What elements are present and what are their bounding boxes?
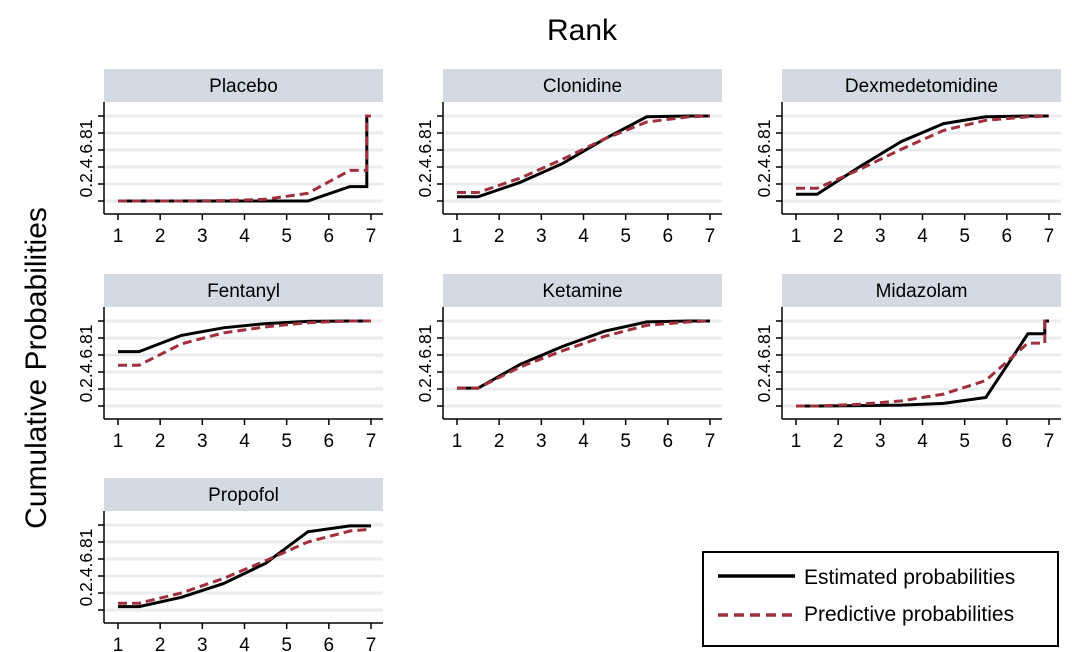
x-tick-label: 6 xyxy=(324,226,335,247)
panel-clonidine: Clonidine 0.2.4.6.81 1 2 3 4 5 6 7 xyxy=(415,69,722,247)
y-tick-labels: 0.2.4.6.81 xyxy=(754,325,774,403)
x-tick-label: 1 xyxy=(791,226,802,247)
panel-strip xyxy=(104,69,383,102)
legend: Estimated probabilities Predictive proba… xyxy=(702,551,1059,647)
panel-title: Placebo xyxy=(209,76,278,97)
x-tick-label: 1 xyxy=(113,635,124,652)
y-tick-labels: 0.2.4.6.81 xyxy=(754,120,774,198)
x-tick-label: 1 xyxy=(113,226,124,247)
panel-title: Fentanyl xyxy=(207,281,280,302)
series-predictive-line xyxy=(457,319,711,390)
series-estimated-line xyxy=(118,524,371,609)
x-tick-label: 7 xyxy=(1044,431,1055,452)
panel-title: Clonidine xyxy=(543,76,622,97)
series-estimated-line xyxy=(457,114,710,199)
x-tick-label: 1 xyxy=(113,431,124,452)
x-tick-label: 2 xyxy=(833,226,844,247)
x-tick-label: 7 xyxy=(366,431,377,452)
series-estimated-line xyxy=(796,114,1049,196)
x-tick-label: 4 xyxy=(578,431,589,452)
x-tick-label: 5 xyxy=(281,635,292,652)
x-tick-label: 2 xyxy=(494,226,505,247)
x-tick-label: 6 xyxy=(1002,226,1013,247)
x-tick-label: 1 xyxy=(452,226,463,247)
x-tick-label: 5 xyxy=(959,226,970,247)
x-tick-label: 7 xyxy=(366,635,377,652)
panel-dexmedetomidine: Dexmedetomidine 0.2.4.6.81 1 2 3 4 5 6 7 xyxy=(754,69,1061,247)
x-tick-label: 3 xyxy=(197,635,208,652)
panel-placebo: Placebo 0.2.4.6.81 1 2 3 4 5 6 7 xyxy=(76,69,383,247)
panel-title: Ketamine xyxy=(542,281,622,302)
y-tick-labels: 0.2.4.6.81 xyxy=(76,325,96,403)
panel-title: Midazolam xyxy=(876,281,968,302)
series-predictive-line xyxy=(796,114,1050,190)
y-axis-label: Cumulative Probabilities xyxy=(20,207,53,529)
panel-strip xyxy=(782,69,1061,102)
x-tick-label: 5 xyxy=(959,431,970,452)
x-tick-label: 7 xyxy=(705,431,716,452)
panel-title: Propofol xyxy=(208,485,279,506)
y-tick-labels: 0.2.4.6.81 xyxy=(76,529,96,607)
x-tick-label: 4 xyxy=(239,226,250,247)
panel-strip xyxy=(104,274,383,307)
x-tick-label: 3 xyxy=(875,431,886,452)
x-tick-label: 6 xyxy=(324,635,335,652)
x-tick-label: 2 xyxy=(494,431,505,452)
x-tick-label: 4 xyxy=(239,635,250,652)
x-tick-label: 5 xyxy=(281,226,292,247)
panel-strip xyxy=(443,274,722,307)
panels-group: Placebo 0.2.4.6.81 1 2 3 4 5 6 7 Clonidine 0.2.4.6… xyxy=(76,69,1061,652)
x-tick-label: 2 xyxy=(833,431,844,452)
x-tick-label: 3 xyxy=(875,226,886,247)
legend-estimated-label: Estimated probabilities xyxy=(804,566,1015,589)
x-tick-label: 4 xyxy=(239,431,250,452)
panel-strip xyxy=(104,478,383,511)
x-tick-label: 6 xyxy=(663,431,674,452)
y-tick-labels: 0.2.4.6.81 xyxy=(415,120,435,198)
panel-ketamine: Ketamine 0.2.4.6.81 1 2 3 4 5 6 7 xyxy=(415,274,722,452)
x-tick-label: 2 xyxy=(155,226,166,247)
series-estimated-line xyxy=(796,319,1049,408)
x-tick-label: 6 xyxy=(663,226,674,247)
x-tick-label: 6 xyxy=(1002,431,1013,452)
x-tick-label: 2 xyxy=(155,635,166,652)
x-tick-label: 4 xyxy=(917,226,928,247)
series-predictive-line xyxy=(118,114,371,203)
series-predictive-line xyxy=(118,319,371,367)
panel-strip xyxy=(443,69,722,102)
x-tick-label: 7 xyxy=(705,226,716,247)
series-predictive-line xyxy=(457,114,711,194)
x-tick-label: 3 xyxy=(197,226,208,247)
x-tick-label: 7 xyxy=(1044,226,1055,247)
x-tick-label: 1 xyxy=(791,431,802,452)
y-tick-labels: 0.2.4.6.81 xyxy=(76,120,96,198)
panel-fentanyl: Fentanyl 0.2.4.6.81 1 2 3 4 5 6 7 xyxy=(76,274,383,452)
series-estimated-line xyxy=(118,114,371,203)
panel-midazolam: Midazolam 0.2.4.6.81 1 2 3 4 5 6 7 xyxy=(754,274,1061,452)
panel-propofol: Propofol 0.2.4.6.81 1 2 3 4 5 6 7 xyxy=(76,478,383,652)
legend-predictive-label: Predictive probabilities xyxy=(804,603,1014,626)
series-predictive-line xyxy=(796,319,1049,408)
series-predictive-line xyxy=(118,527,372,605)
x-tick-label: 2 xyxy=(155,431,166,452)
x-tick-label: 6 xyxy=(324,431,335,452)
x-tick-label: 5 xyxy=(281,431,292,452)
x-tick-label: 4 xyxy=(917,431,928,452)
legend-box xyxy=(702,551,1059,647)
x-tick-label: 1 xyxy=(452,431,463,452)
panel-strip xyxy=(782,274,1061,307)
panel-title: Dexmedetomidine xyxy=(845,76,998,97)
x-tick-label: 3 xyxy=(536,431,547,452)
x-tick-label: 4 xyxy=(578,226,589,247)
x-tick-label: 5 xyxy=(620,431,631,452)
x-tick-label: 3 xyxy=(197,431,208,452)
chart-title: Rank xyxy=(547,14,618,47)
x-tick-label: 5 xyxy=(620,226,631,247)
series-estimated-line xyxy=(118,319,371,354)
x-tick-label: 3 xyxy=(536,226,547,247)
y-tick-labels: 0.2.4.6.81 xyxy=(415,325,435,403)
x-tick-label: 7 xyxy=(366,226,377,247)
